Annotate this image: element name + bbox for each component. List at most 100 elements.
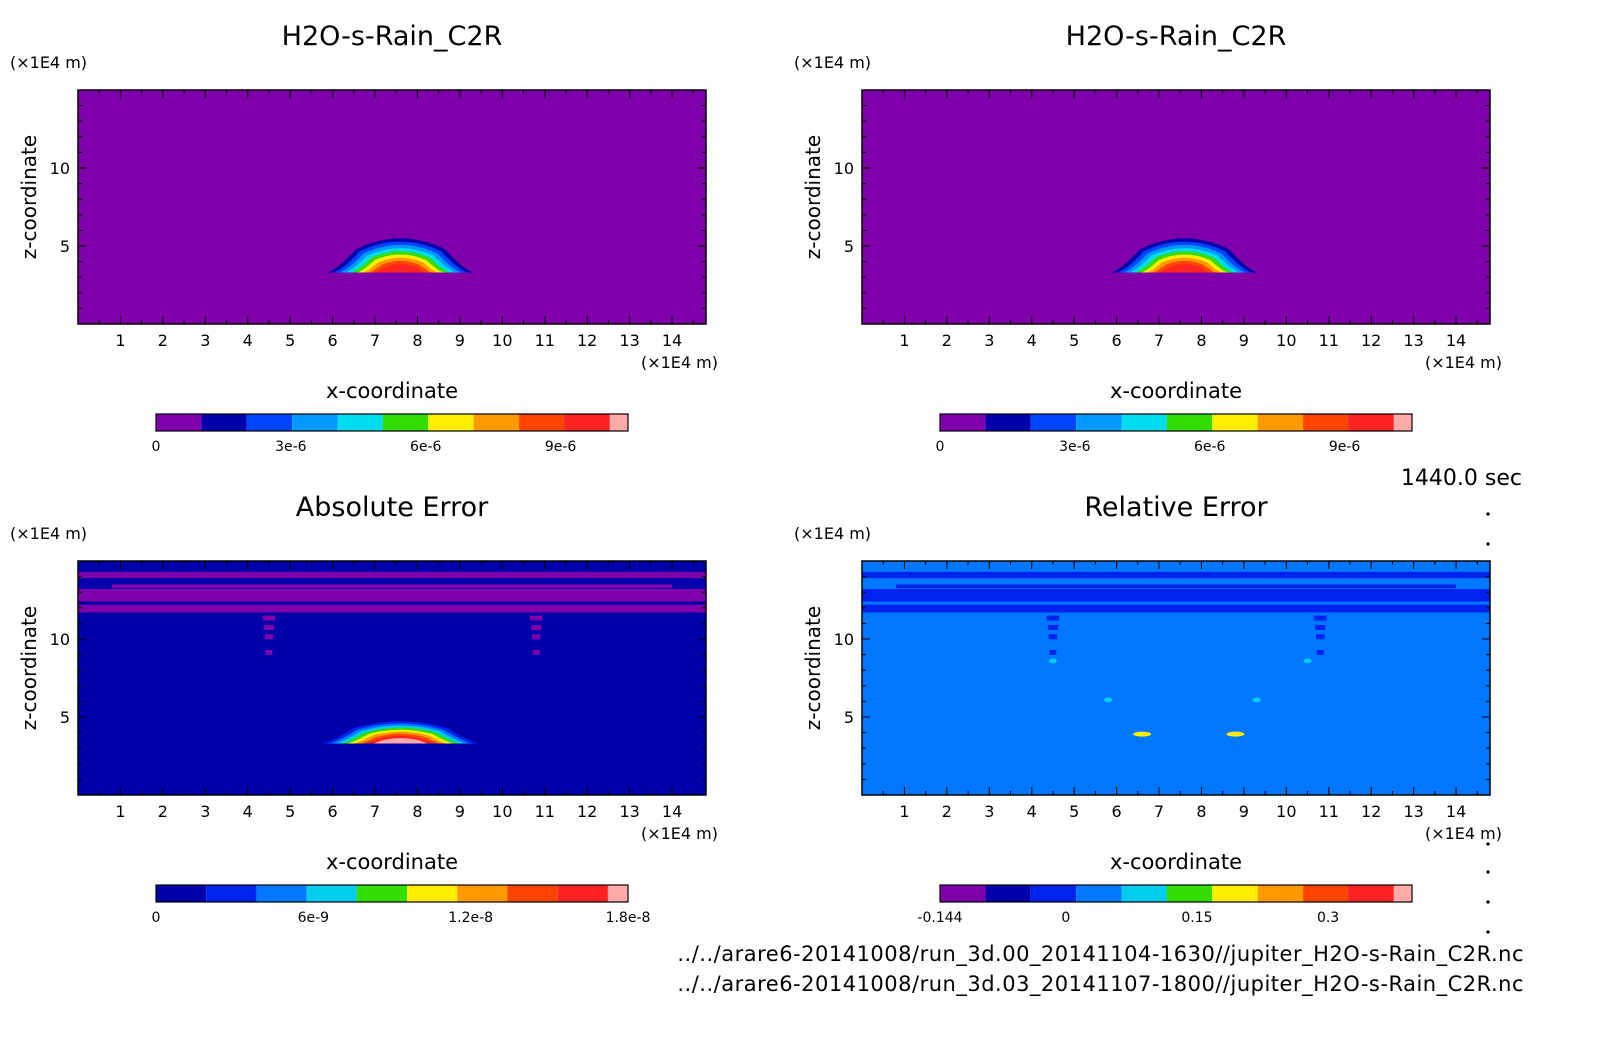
colorbar-swatch bbox=[557, 885, 608, 902]
colorbar-swatch bbox=[246, 414, 293, 431]
colorbar-swatch bbox=[306, 885, 357, 902]
colorbar-tick-label: 0 bbox=[152, 910, 161, 926]
file-path-1: ../../arare6-20141008/run_3d.00_20141104… bbox=[677, 942, 1524, 966]
colorbar-frame bbox=[155, 884, 629, 903]
x-tick-label: 14 bbox=[1446, 331, 1466, 350]
error-drip bbox=[531, 624, 542, 630]
panel-top-left: H2O-s-Rain_C2R(×1E4 m)(×1E4 m)1 2 3 4 5 6 7 8 9 1… bbox=[10, 21, 718, 455]
y-axis-title: z-coordinate bbox=[801, 606, 825, 730]
plot-frame bbox=[77, 560, 707, 796]
x-tick-label: 1 bbox=[899, 331, 909, 350]
colorbar-swatch bbox=[1393, 414, 1412, 431]
colorbar-swatch bbox=[156, 414, 202, 431]
colorbar-swatch bbox=[564, 414, 610, 431]
colorbar-swatch bbox=[1076, 414, 1122, 431]
x-tick-label: 3 bbox=[200, 802, 210, 821]
error-spot bbox=[1226, 731, 1245, 737]
x-unit-label: (×1E4 m) bbox=[641, 824, 718, 843]
colorbar-tick-label: 0 bbox=[152, 439, 161, 455]
colorbar-tick-label: 0.3 bbox=[1317, 910, 1339, 926]
x-tick-label: 14 bbox=[1446, 802, 1466, 821]
x-axis-title: x-coordinate bbox=[326, 850, 458, 874]
x-unit-label: (×1E4 m) bbox=[1425, 824, 1502, 843]
upper-layer-band bbox=[862, 604, 1490, 613]
panel-bottom-left-absolute-error: Absolute Error(×1E4 m)(×1E4 m)1 2 3 4 5 6 7 8 9 1… bbox=[10, 492, 718, 926]
x-tick-label: 1 bbox=[899, 802, 909, 821]
edge-dot bbox=[1486, 900, 1490, 904]
colorbar-swatch bbox=[457, 885, 508, 902]
error-drip bbox=[532, 634, 541, 640]
colorbar-swatch bbox=[1348, 414, 1394, 431]
upper-layer-band bbox=[862, 589, 1490, 602]
error-spot bbox=[1252, 697, 1261, 703]
x-tick-label: 10 bbox=[492, 331, 512, 350]
x-unit-label: (×1E4 m) bbox=[1425, 353, 1502, 372]
colorbar-tick-label: -0.144 bbox=[917, 910, 962, 926]
x-tick-label: 14 bbox=[662, 802, 682, 821]
x-tick-label: 9 bbox=[1239, 802, 1249, 821]
colorbar-tick-label: 0 bbox=[1061, 910, 1070, 926]
x-tick-label: 7 bbox=[1154, 331, 1164, 350]
panel-title: Absolute Error bbox=[296, 492, 489, 523]
x-tick-label: 9 bbox=[1239, 331, 1249, 350]
y-tick-label: 10 bbox=[834, 159, 854, 178]
error-drip bbox=[263, 624, 275, 630]
edge-dot bbox=[1486, 870, 1490, 874]
colorbar-swatch bbox=[156, 885, 207, 902]
x-tick-label: 4 bbox=[243, 802, 253, 821]
x-tick-label: 4 bbox=[1027, 331, 1037, 350]
colorbar-swatch bbox=[1121, 414, 1167, 431]
upper-layer-band bbox=[78, 604, 706, 613]
colorbar-swatch bbox=[1257, 885, 1304, 902]
x-tick-label: 7 bbox=[370, 802, 380, 821]
x-axis-title: x-coordinate bbox=[326, 379, 458, 403]
error-drip bbox=[1049, 649, 1057, 655]
y-unit-label: (×1E4 m) bbox=[794, 524, 871, 543]
y-tick-label: 10 bbox=[50, 159, 70, 178]
x-tick-label: 11 bbox=[535, 331, 555, 350]
x-axis-title: x-coordinate bbox=[1110, 379, 1242, 403]
x-tick-label: 10 bbox=[492, 802, 512, 821]
error-spot bbox=[1303, 658, 1312, 664]
upper-layer-band bbox=[111, 584, 673, 589]
x-tick-label: 5 bbox=[1069, 331, 1079, 350]
colorbar-tick-label: 0.15 bbox=[1181, 910, 1212, 926]
x-tick-label: 4 bbox=[1027, 802, 1037, 821]
colorbar-tick-label: 9e-6 bbox=[545, 439, 577, 455]
x-tick-label: 6 bbox=[328, 331, 338, 350]
colorbar-swatch bbox=[519, 414, 565, 431]
x-tick-label: 10 bbox=[1276, 331, 1296, 350]
colorbar-swatch bbox=[407, 885, 458, 902]
upper-layer-band bbox=[78, 589, 706, 602]
colorbar-swatch bbox=[337, 414, 383, 431]
colorbar-tick-label: 6e-6 bbox=[1194, 439, 1226, 455]
plot-frame bbox=[861, 560, 1491, 796]
colorbar-swatch bbox=[473, 414, 520, 431]
colorbar-swatch bbox=[292, 414, 338, 431]
colorbar-frame bbox=[155, 413, 629, 432]
colorbar-tick-label: 9e-6 bbox=[1329, 439, 1361, 455]
y-axis-title: z-coordinate bbox=[17, 606, 41, 730]
colorbar-swatch bbox=[940, 885, 986, 902]
upper-layer-band bbox=[862, 571, 1490, 579]
y-tick-label: 10 bbox=[50, 630, 70, 649]
colorbar-tick-label: 1.8e-8 bbox=[606, 910, 651, 926]
colorbar-swatch bbox=[256, 885, 307, 902]
colorbar-swatch bbox=[985, 885, 1031, 902]
panel-top-right: H2O-s-Rain_C2R(×1E4 m)(×1E4 m)1 2 3 4 5 6 7 8 9 1… bbox=[794, 21, 1502, 455]
colorbar-swatch bbox=[1303, 885, 1349, 902]
colorbar-swatch bbox=[607, 885, 628, 902]
upper-layer-band bbox=[895, 584, 1457, 589]
colorbar-swatch bbox=[1348, 885, 1394, 902]
colorbar-frame bbox=[939, 413, 1413, 432]
error-drip bbox=[529, 615, 543, 621]
panel-bottom-right-relative-error: Relative Error(×1E4 m)(×1E4 m)1 2 3 4 5 6 7 8 9 1… bbox=[794, 492, 1502, 926]
y-unit-label: (×1E4 m) bbox=[10, 524, 87, 543]
x-tick-label: 12 bbox=[1361, 331, 1381, 350]
x-tick-label: 9 bbox=[455, 802, 465, 821]
plot-frame bbox=[861, 89, 1491, 325]
x-tick-label: 7 bbox=[370, 331, 380, 350]
x-tick-label: 2 bbox=[942, 331, 952, 350]
colorbar-swatch bbox=[1121, 885, 1167, 902]
